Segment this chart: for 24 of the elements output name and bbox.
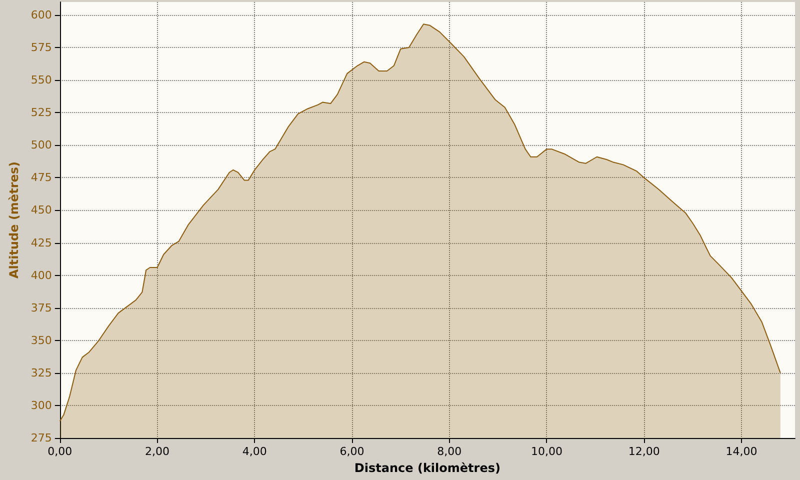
x-tick-label: 8,00: [437, 445, 462, 458]
y-tick-label: 375: [30, 301, 52, 314]
x-axis-title: Distance (kilomètres): [354, 460, 500, 475]
y-tick-label: 300: [30, 398, 52, 412]
x-tick-label: 4,00: [242, 445, 267, 458]
y-tick-label: 525: [30, 106, 52, 120]
y-tick-label: 425: [30, 236, 52, 250]
y-tick-label: 400: [30, 268, 52, 282]
x-tick-label: 6,00: [340, 445, 364, 458]
y-tick-label: 350: [30, 334, 52, 347]
y-axis-title: Altitude (mètres): [7, 162, 21, 278]
y-tick-label: 475: [30, 171, 52, 184]
x-tick-label: 14,00: [726, 445, 758, 458]
x-tick-label: 12,00: [628, 445, 660, 458]
y-tick-label: 325: [30, 366, 52, 380]
x-tick-label: 2,00: [145, 445, 170, 458]
x-tick-label: 0,00: [48, 445, 72, 458]
y-tick-label: 450: [30, 204, 52, 217]
y-tick-label: 600: [30, 8, 52, 22]
y-tick-label: 550: [30, 74, 52, 87]
y-tick-label: 500: [30, 138, 52, 152]
x-tick-label: 10,00: [530, 445, 562, 458]
y-tick-label: 575: [30, 41, 52, 54]
y-tick-label: 275: [30, 432, 52, 444]
